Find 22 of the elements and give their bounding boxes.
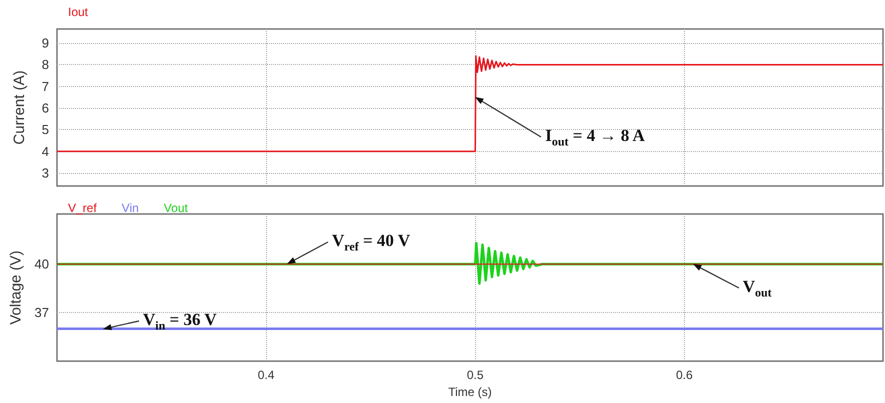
annotation: V$_{out}$ [742,277,772,300]
text: Vin [122,201,139,215]
text: Iout [68,5,89,19]
x-axis-title: Time (s) [448,385,492,399]
y-tick-label: 37 [34,305,49,320]
y-tick-label: 4 [42,144,49,159]
y-tick-label: 3 [42,166,49,181]
y-tick-label: 5 [42,122,49,138]
text: V_ref [68,201,98,215]
x-tick-label: 0.5 [466,368,484,382]
y-tick-label: 8 [42,57,49,72]
x-tick-label: 0.6 [676,368,694,382]
text: Vout [164,201,188,215]
y-tick-label: 7 [42,78,49,94]
y-tick-label: 40 [34,256,49,272]
annotation: I$_{out}$ = 4 → 8 A [545,126,645,149]
annotation: V$_{ref}$ = 40 V [332,231,410,254]
y-tick-label: 6 [42,100,49,116]
y-tick-label: 9 [42,36,49,51]
y-axis-title: Current (A) [11,70,28,145]
x-tick-label: 0.4 [258,368,275,382]
y-axis-title: Voltage (V) [8,250,25,325]
